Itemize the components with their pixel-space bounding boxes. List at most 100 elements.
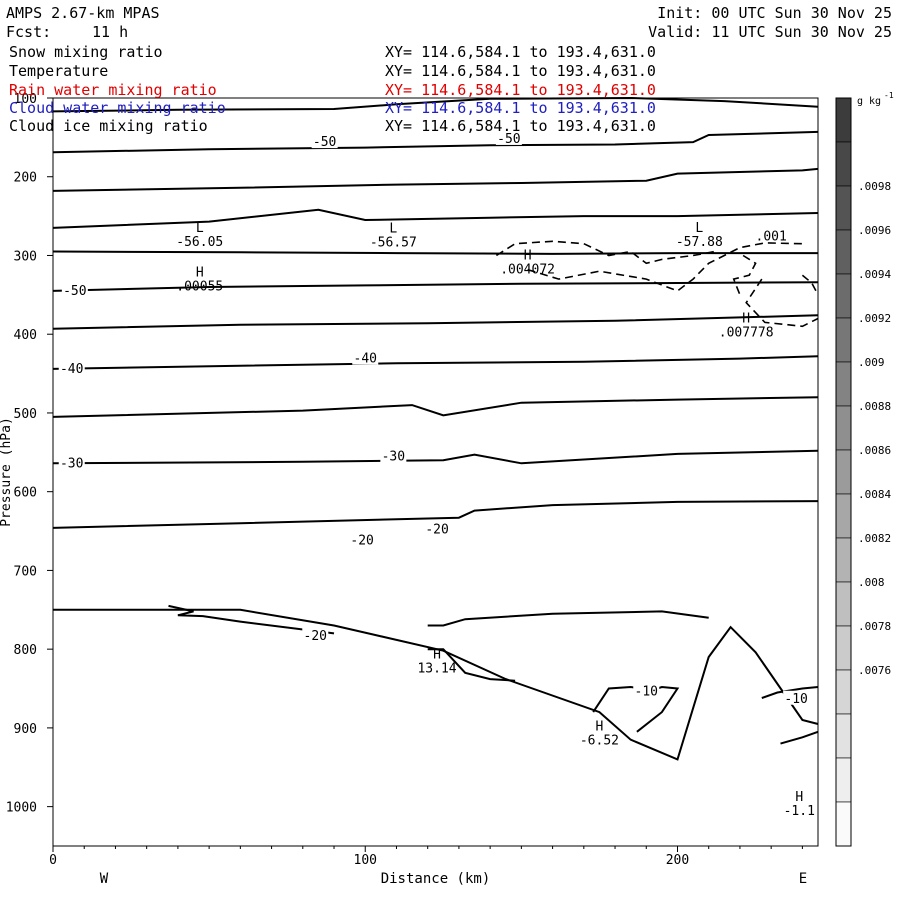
extremum-marker: H: [524, 248, 532, 263]
extremum-value: -1.1: [784, 804, 815, 819]
extremum-marker: H: [795, 790, 803, 805]
contour-label: -10: [635, 685, 658, 700]
y-tick-label: 400: [14, 328, 37, 343]
colorbar-cell: [835, 493, 852, 539]
colorbar-tick-label: .0092: [858, 312, 891, 325]
contour-label: -50: [497, 132, 520, 147]
contour-label-bg: [58, 360, 85, 375]
colorbar-units: g kg: [857, 96, 881, 107]
contour-label-bg: [61, 282, 88, 297]
contour-label: -50: [313, 135, 336, 150]
contour-label: -30: [382, 449, 405, 464]
colorbar-cell: [835, 757, 852, 803]
x-tick-label: 100: [354, 853, 377, 868]
snow-mixing-contour: [732, 254, 757, 296]
field-xy-snow: XY= 114.6,584.1 to 193.4,631.0: [385, 43, 656, 61]
model-title: AMPS 2.67-km MPAS: [6, 4, 160, 22]
temperature-contour: [52, 449, 819, 465]
colorbar-cell: [835, 273, 852, 319]
field-name-rain: Rain water mixing ratio: [9, 81, 217, 99]
x-end-label-west: W: [100, 871, 109, 887]
colorbar-cell: [835, 537, 852, 583]
colorbar-cell: [835, 625, 852, 671]
forecast-label: Fcst:: [6, 23, 52, 41]
plot-frame: [52, 97, 819, 847]
extremum-value: .004072: [500, 262, 555, 277]
colorbar-cell: [835, 713, 852, 759]
extremum-marker: L: [695, 221, 703, 236]
contour-label: -20: [425, 522, 448, 537]
temperature-contour: [52, 314, 819, 330]
colorbar-cell: [835, 669, 852, 715]
colorbar-tick-label: .0094: [858, 268, 891, 281]
colorbar-tick-label: .0082: [858, 532, 891, 545]
temperature-contour-segment: [761, 686, 819, 699]
colorbar-cell: [835, 801, 852, 847]
y-tick-label: 600: [14, 486, 37, 501]
colorbar-tick-label: .0088: [858, 400, 891, 413]
contour-label-bg: [380, 448, 407, 463]
y-tick-label: 500: [14, 407, 37, 422]
colorbar-tick-label: .0084: [858, 488, 891, 501]
contour-label: -20: [350, 534, 373, 549]
contour-label-bg: [349, 532, 376, 547]
colorbar-cell: [835, 141, 852, 187]
extremum-value: -57.88: [676, 235, 723, 250]
init-time: Init: 00 UTC Sun 30 Nov 25: [657, 4, 892, 22]
extremum-marker: H: [196, 266, 204, 281]
contour-label: -10: [784, 692, 807, 707]
x-end-label-east: E: [799, 871, 807, 887]
colorbar-cell: [835, 185, 852, 231]
temperature-contour: [52, 167, 819, 192]
colorbar-cell: [835, 449, 852, 495]
y-axis-label: Pressure (hPa): [0, 417, 14, 527]
contour-label-bg: [58, 455, 85, 470]
y-tick-label: 800: [14, 643, 37, 658]
colorbar-cell: [835, 97, 852, 143]
temperature-contour: [52, 500, 819, 529]
forecast-hours: 11 h: [92, 23, 129, 41]
temperature-contour: [52, 250, 818, 255]
colorbar-units-exponent: -1: [884, 91, 894, 100]
extremum-marker: H: [596, 719, 604, 734]
contour-label: -40: [60, 362, 83, 377]
colorbar-cell: [835, 361, 852, 407]
field-xy-cloud-water: XY= 114.6,584.1 to 193.4,631.0: [385, 99, 656, 117]
colorbar-cell: [835, 581, 852, 627]
colorbar-tick-label: .0096: [858, 224, 891, 237]
snow-mixing-contour: [495, 240, 716, 265]
contour-label: -20: [304, 629, 327, 644]
temperature-contour: [52, 208, 819, 229]
temperature-contour-segment: [780, 730, 819, 745]
field-xy-cloud-ice: XY= 114.6,584.1 to 193.4,631.0: [385, 117, 656, 135]
extremum-marker: H: [742, 311, 750, 326]
extremum-value: .007778: [719, 325, 774, 340]
y-tick-label: 200: [14, 171, 37, 186]
field-name-snow: Snow mixing ratio: [9, 43, 163, 61]
y-tick-label: 700: [14, 564, 37, 579]
colorbar-tick-label: .0076: [858, 664, 891, 677]
colorbar-tick-label: .0098: [858, 180, 891, 193]
y-tick-label: 900: [14, 722, 37, 737]
colorbar-tick-label: .009: [858, 356, 885, 369]
temperature-contour: [52, 96, 819, 113]
extremum-marker: H: [433, 648, 441, 663]
contour-label-bg: [633, 683, 660, 698]
temperature-contour: [52, 281, 819, 292]
contour-label-bg: [352, 350, 379, 365]
extremum-value: -6.52: [580, 733, 619, 748]
contour-label-bg: [783, 690, 810, 705]
snow-mixing-contour: [527, 242, 803, 292]
extremum-value: -56.05: [176, 235, 223, 250]
extremum-value: .00055: [176, 280, 223, 295]
x-tick-label: 0: [49, 853, 57, 868]
field-name-cloud-water: Cloud water mixing ratio: [9, 99, 226, 117]
colorbar-tick-label: .0078: [858, 620, 891, 633]
extremum-value: -56.57: [370, 236, 417, 251]
temperature-contour-segment: [168, 604, 335, 635]
y-tick-label: 1000: [6, 801, 37, 816]
extremum-value: 13.14: [417, 662, 456, 677]
temperature-contour-segment: [427, 610, 709, 627]
valid-time: Valid: 11 UTC Sun 30 Nov 25: [648, 23, 892, 41]
